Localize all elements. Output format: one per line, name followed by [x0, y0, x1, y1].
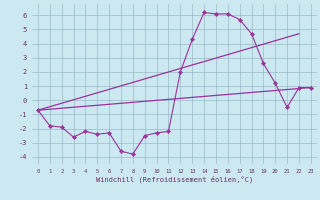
X-axis label: Windchill (Refroidissement éolien,°C): Windchill (Refroidissement éolien,°C): [96, 175, 253, 183]
